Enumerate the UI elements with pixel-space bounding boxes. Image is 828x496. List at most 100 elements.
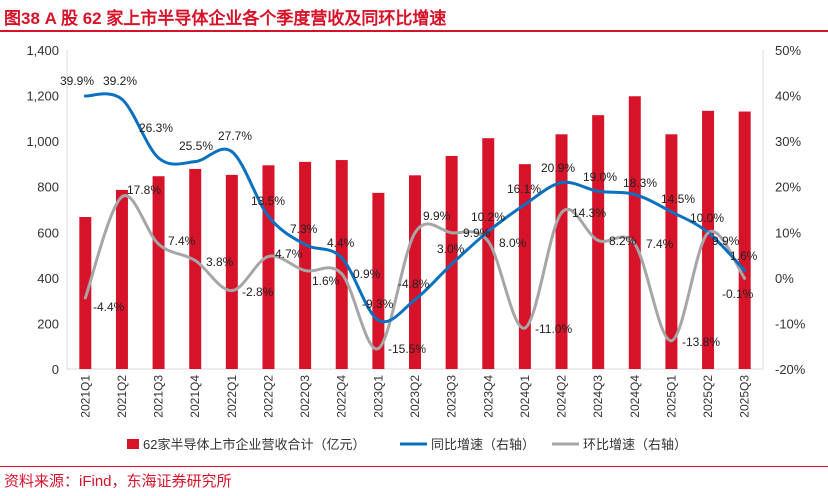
x-tick-label: 2022Q1 — [225, 375, 239, 418]
right-tick-label: 0% — [775, 271, 794, 286]
bar-2021Q3 — [152, 176, 165, 369]
yoy-data-label: -4.8% — [398, 277, 430, 291]
qoq-point — [706, 231, 710, 235]
left-tick-label: 1,200 — [26, 89, 59, 104]
yoy-point — [669, 210, 673, 214]
yoy-data-label: 19.0% — [583, 170, 617, 184]
yoy-data-label: 16.1% — [507, 182, 541, 196]
qoq-data-label: -2.8% — [242, 285, 274, 299]
yoy-point — [230, 150, 234, 154]
qoq-data-label: 7.4% — [646, 237, 674, 251]
qoq-point — [340, 272, 344, 276]
yoy-data-label: 10.2% — [471, 210, 505, 224]
yoy-point — [450, 262, 454, 266]
qoq-point — [376, 346, 380, 350]
right-tick-label: -20% — [775, 362, 806, 377]
x-tick-label: 2023Q2 — [408, 375, 422, 418]
bar-2023Q2 — [409, 175, 421, 369]
qoq-point — [266, 254, 270, 258]
yoy-point — [157, 156, 161, 160]
yoy-point — [523, 202, 527, 206]
qoq-data-label: 9.9% — [423, 209, 451, 223]
yoy-point — [560, 181, 564, 185]
qoq-point — [83, 296, 87, 300]
yoy-point — [376, 318, 380, 322]
bar-2021Q2 — [115, 189, 128, 369]
qoq-point — [193, 259, 197, 263]
qoq-point — [523, 326, 527, 330]
qoq-data-label: -15.5% — [388, 342, 426, 356]
bar-2021Q1 — [79, 217, 92, 369]
bar-2025Q1 — [665, 134, 678, 369]
x-tick-label: 2022Q3 — [298, 375, 312, 418]
x-tick-label: 2023Q1 — [371, 375, 385, 418]
left-tick-label: 0 — [52, 362, 59, 377]
yoy-point — [303, 243, 307, 247]
qoq-data-label: -11.0% — [535, 322, 572, 336]
legend-bar-swatch — [127, 439, 139, 449]
legend-yoy-label: 同比增速（右轴） — [431, 437, 535, 452]
yoy-data-label: 10.0% — [690, 211, 724, 225]
bar-2022Q3 — [299, 161, 312, 369]
qoq-data-label: -4.4% — [93, 300, 125, 314]
yoy-point — [266, 214, 270, 218]
yoy-data-label: 4.4% — [327, 236, 355, 250]
right-tick-label: 30% — [775, 134, 801, 149]
qoq-point — [230, 289, 234, 293]
right-tick-label: 10% — [775, 225, 801, 240]
left-tick-label: 400 — [37, 271, 59, 286]
right-tick-label: 20% — [775, 180, 801, 195]
bar-2023Q1 — [372, 192, 385, 369]
x-tick-label: 2021Q4 — [188, 375, 202, 418]
legend-qoq-label: 环比增速（右轴） — [583, 437, 687, 452]
yoy-data-label: 14.5% — [661, 192, 695, 206]
qoq-data-label: 4.7% — [275, 247, 303, 261]
qoq-point — [157, 242, 161, 246]
qoq-data-label: 7.4% — [168, 234, 196, 248]
yoy-point — [633, 192, 637, 196]
x-tick-label: 2021Q1 — [78, 375, 92, 418]
qoq-data-label: 8.2% — [609, 234, 637, 248]
x-tick-label: 2023Q4 — [481, 375, 495, 418]
left-tick-label: 200 — [37, 316, 59, 331]
left-tick-label: 1,000 — [26, 134, 59, 149]
yoy-data-label: 27.7% — [218, 129, 252, 143]
x-tick-label: 2022Q4 — [335, 375, 349, 418]
qoq-point — [120, 195, 124, 199]
left-tick-label: 1,400 — [26, 43, 59, 58]
qoq-point — [596, 238, 600, 242]
qoq-point — [743, 276, 747, 280]
yoy-data-label: 25.5% — [179, 139, 213, 153]
yoy-data-label: 39.2% — [103, 74, 137, 88]
figure-title: 图38 A 股 62 家上市半导体企业各个季度营收及同环比增速 — [4, 9, 447, 28]
bar-2024Q4 — [628, 96, 641, 369]
yoy-data-label: 13.5% — [251, 194, 285, 208]
yoy-point — [596, 189, 600, 193]
qoq-data-label: -0.1% — [722, 287, 754, 301]
qoq-data-label: 8.0% — [499, 236, 527, 250]
yoy-point — [486, 229, 490, 233]
bar-2022Q4 — [335, 160, 348, 369]
right-tick-label: -10% — [775, 316, 806, 331]
x-tick-label: 2023Q3 — [445, 375, 459, 418]
bar-2025Q2 — [702, 110, 715, 369]
x-tick-label: 2021Q3 — [152, 375, 166, 418]
x-tick-label: 2024Q3 — [591, 375, 605, 418]
left-tick-label: 800 — [37, 180, 59, 195]
yoy-data-label: 18.3% — [623, 176, 657, 190]
qoq-data-label: -13.8% — [682, 335, 720, 349]
x-tick-label: 2024Q2 — [555, 375, 569, 418]
x-tick-label: 2025Q2 — [701, 375, 715, 418]
x-tick-label: 2025Q3 — [738, 375, 752, 418]
yoy-data-label: -9.3% — [362, 297, 394, 311]
bar-2024Q1 — [518, 164, 531, 369]
yoy-point — [120, 97, 124, 101]
qoq-point — [560, 211, 564, 215]
yoy-data-label: 20.9% — [541, 161, 575, 175]
right-tick-label: 40% — [775, 89, 801, 104]
qoq-point — [303, 269, 307, 273]
qoq-point — [486, 239, 490, 243]
yoy-point — [743, 269, 747, 273]
bar-2022Q1 — [225, 174, 238, 369]
